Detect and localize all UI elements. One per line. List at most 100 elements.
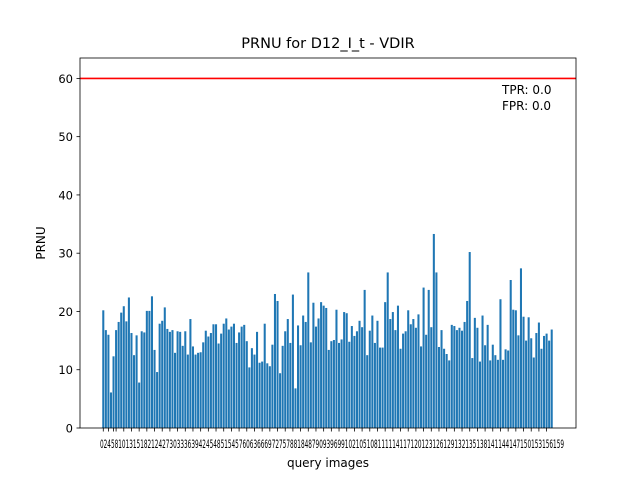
bar-2 bbox=[107, 334, 110, 428]
bar-126 bbox=[425, 334, 428, 428]
bar-60 bbox=[256, 331, 259, 428]
bar-69 bbox=[279, 373, 282, 428]
bar-172 bbox=[543, 335, 546, 428]
bar-150 bbox=[486, 324, 489, 428]
bar-40 bbox=[204, 330, 207, 428]
bar-17 bbox=[145, 310, 148, 428]
bar-119 bbox=[407, 310, 410, 428]
bar-20 bbox=[153, 349, 156, 428]
bar-85 bbox=[320, 302, 323, 428]
bar-71 bbox=[284, 331, 287, 428]
bar-141 bbox=[463, 321, 466, 428]
bar-149 bbox=[484, 345, 487, 428]
bar-8 bbox=[122, 306, 125, 428]
bar-132 bbox=[440, 330, 443, 428]
y-tick-label: 0 bbox=[66, 422, 73, 436]
bar-31 bbox=[181, 345, 184, 428]
bar-156 bbox=[502, 359, 505, 428]
bar-90 bbox=[332, 340, 335, 428]
bar-12 bbox=[133, 355, 136, 428]
bar-174 bbox=[548, 340, 551, 428]
bar-22 bbox=[158, 323, 161, 428]
bar-152 bbox=[491, 344, 494, 428]
bar-7 bbox=[120, 312, 123, 428]
bar-82 bbox=[312, 302, 315, 428]
bar-101 bbox=[361, 327, 364, 428]
bar-121 bbox=[412, 319, 415, 428]
bar-3 bbox=[109, 392, 112, 428]
bar-143 bbox=[468, 252, 471, 428]
y-tick-label: 60 bbox=[58, 72, 73, 86]
bar-128 bbox=[430, 327, 433, 428]
bar-96 bbox=[348, 341, 351, 428]
bar-114 bbox=[394, 330, 397, 428]
bar-97 bbox=[350, 326, 353, 428]
bar-100 bbox=[358, 320, 361, 428]
bar-23 bbox=[161, 320, 164, 428]
bar-140 bbox=[461, 330, 464, 428]
bar-79 bbox=[304, 321, 307, 428]
x-axis-ticks bbox=[102, 428, 547, 432]
bar-32 bbox=[184, 331, 187, 428]
bar-5 bbox=[115, 330, 118, 428]
bar-4 bbox=[112, 356, 115, 428]
bar-165 bbox=[525, 340, 528, 428]
y-axis-ticks: 0 10 20 30 40 50 60 bbox=[58, 72, 80, 436]
bar-37 bbox=[197, 352, 200, 428]
plot-frame bbox=[79, 57, 577, 429]
tpr-annotation: TPR: 0.0 bbox=[501, 83, 551, 97]
bar-94 bbox=[343, 312, 346, 428]
bar-13 bbox=[135, 335, 138, 428]
bar-155 bbox=[499, 299, 502, 428]
bar-98 bbox=[353, 335, 356, 428]
bar-95 bbox=[345, 313, 348, 428]
bar-129 bbox=[432, 233, 435, 428]
bar-171 bbox=[540, 348, 543, 428]
bar-153 bbox=[494, 355, 497, 428]
bar-67 bbox=[273, 293, 276, 428]
bar-175 bbox=[550, 329, 553, 428]
bar-54 bbox=[240, 326, 243, 428]
y-tick-label: 30 bbox=[58, 247, 73, 261]
bar-6 bbox=[117, 321, 120, 428]
bar-142 bbox=[466, 300, 469, 428]
bar-127 bbox=[427, 289, 430, 428]
bar-86 bbox=[322, 305, 325, 428]
bar-106 bbox=[373, 342, 376, 428]
bar-125 bbox=[422, 287, 425, 428]
bar-14 bbox=[138, 382, 141, 428]
bar-133 bbox=[443, 348, 446, 428]
bar-77 bbox=[299, 345, 302, 428]
bar-134 bbox=[445, 354, 448, 428]
bar-136 bbox=[450, 324, 453, 428]
bar-58 bbox=[250, 348, 253, 428]
bar-0 bbox=[102, 310, 105, 428]
bar-64 bbox=[266, 363, 269, 428]
bar-62 bbox=[261, 361, 264, 428]
bar-51 bbox=[232, 323, 235, 428]
bar-70 bbox=[281, 345, 284, 428]
bar-33 bbox=[186, 354, 189, 428]
bar-46 bbox=[220, 333, 223, 428]
bar-1 bbox=[104, 330, 107, 428]
bar-41 bbox=[207, 336, 210, 428]
bar-25 bbox=[166, 328, 169, 428]
bar-138 bbox=[455, 330, 458, 428]
bar-68 bbox=[276, 300, 279, 428]
bar-135 bbox=[448, 360, 451, 428]
bar-30 bbox=[179, 331, 182, 428]
bar-76 bbox=[297, 325, 300, 428]
bar-27 bbox=[171, 330, 174, 428]
bar-55 bbox=[243, 324, 246, 428]
bar-122 bbox=[414, 327, 417, 428]
bar-42 bbox=[209, 333, 212, 428]
bar-146 bbox=[476, 327, 479, 428]
bar-124 bbox=[420, 346, 423, 428]
bar-56 bbox=[245, 341, 248, 428]
bar-83 bbox=[314, 326, 317, 428]
bar-154 bbox=[496, 359, 499, 428]
bar-9 bbox=[125, 321, 128, 428]
bar-109 bbox=[381, 347, 384, 428]
bar-10 bbox=[127, 297, 130, 428]
bar-151 bbox=[489, 360, 492, 428]
